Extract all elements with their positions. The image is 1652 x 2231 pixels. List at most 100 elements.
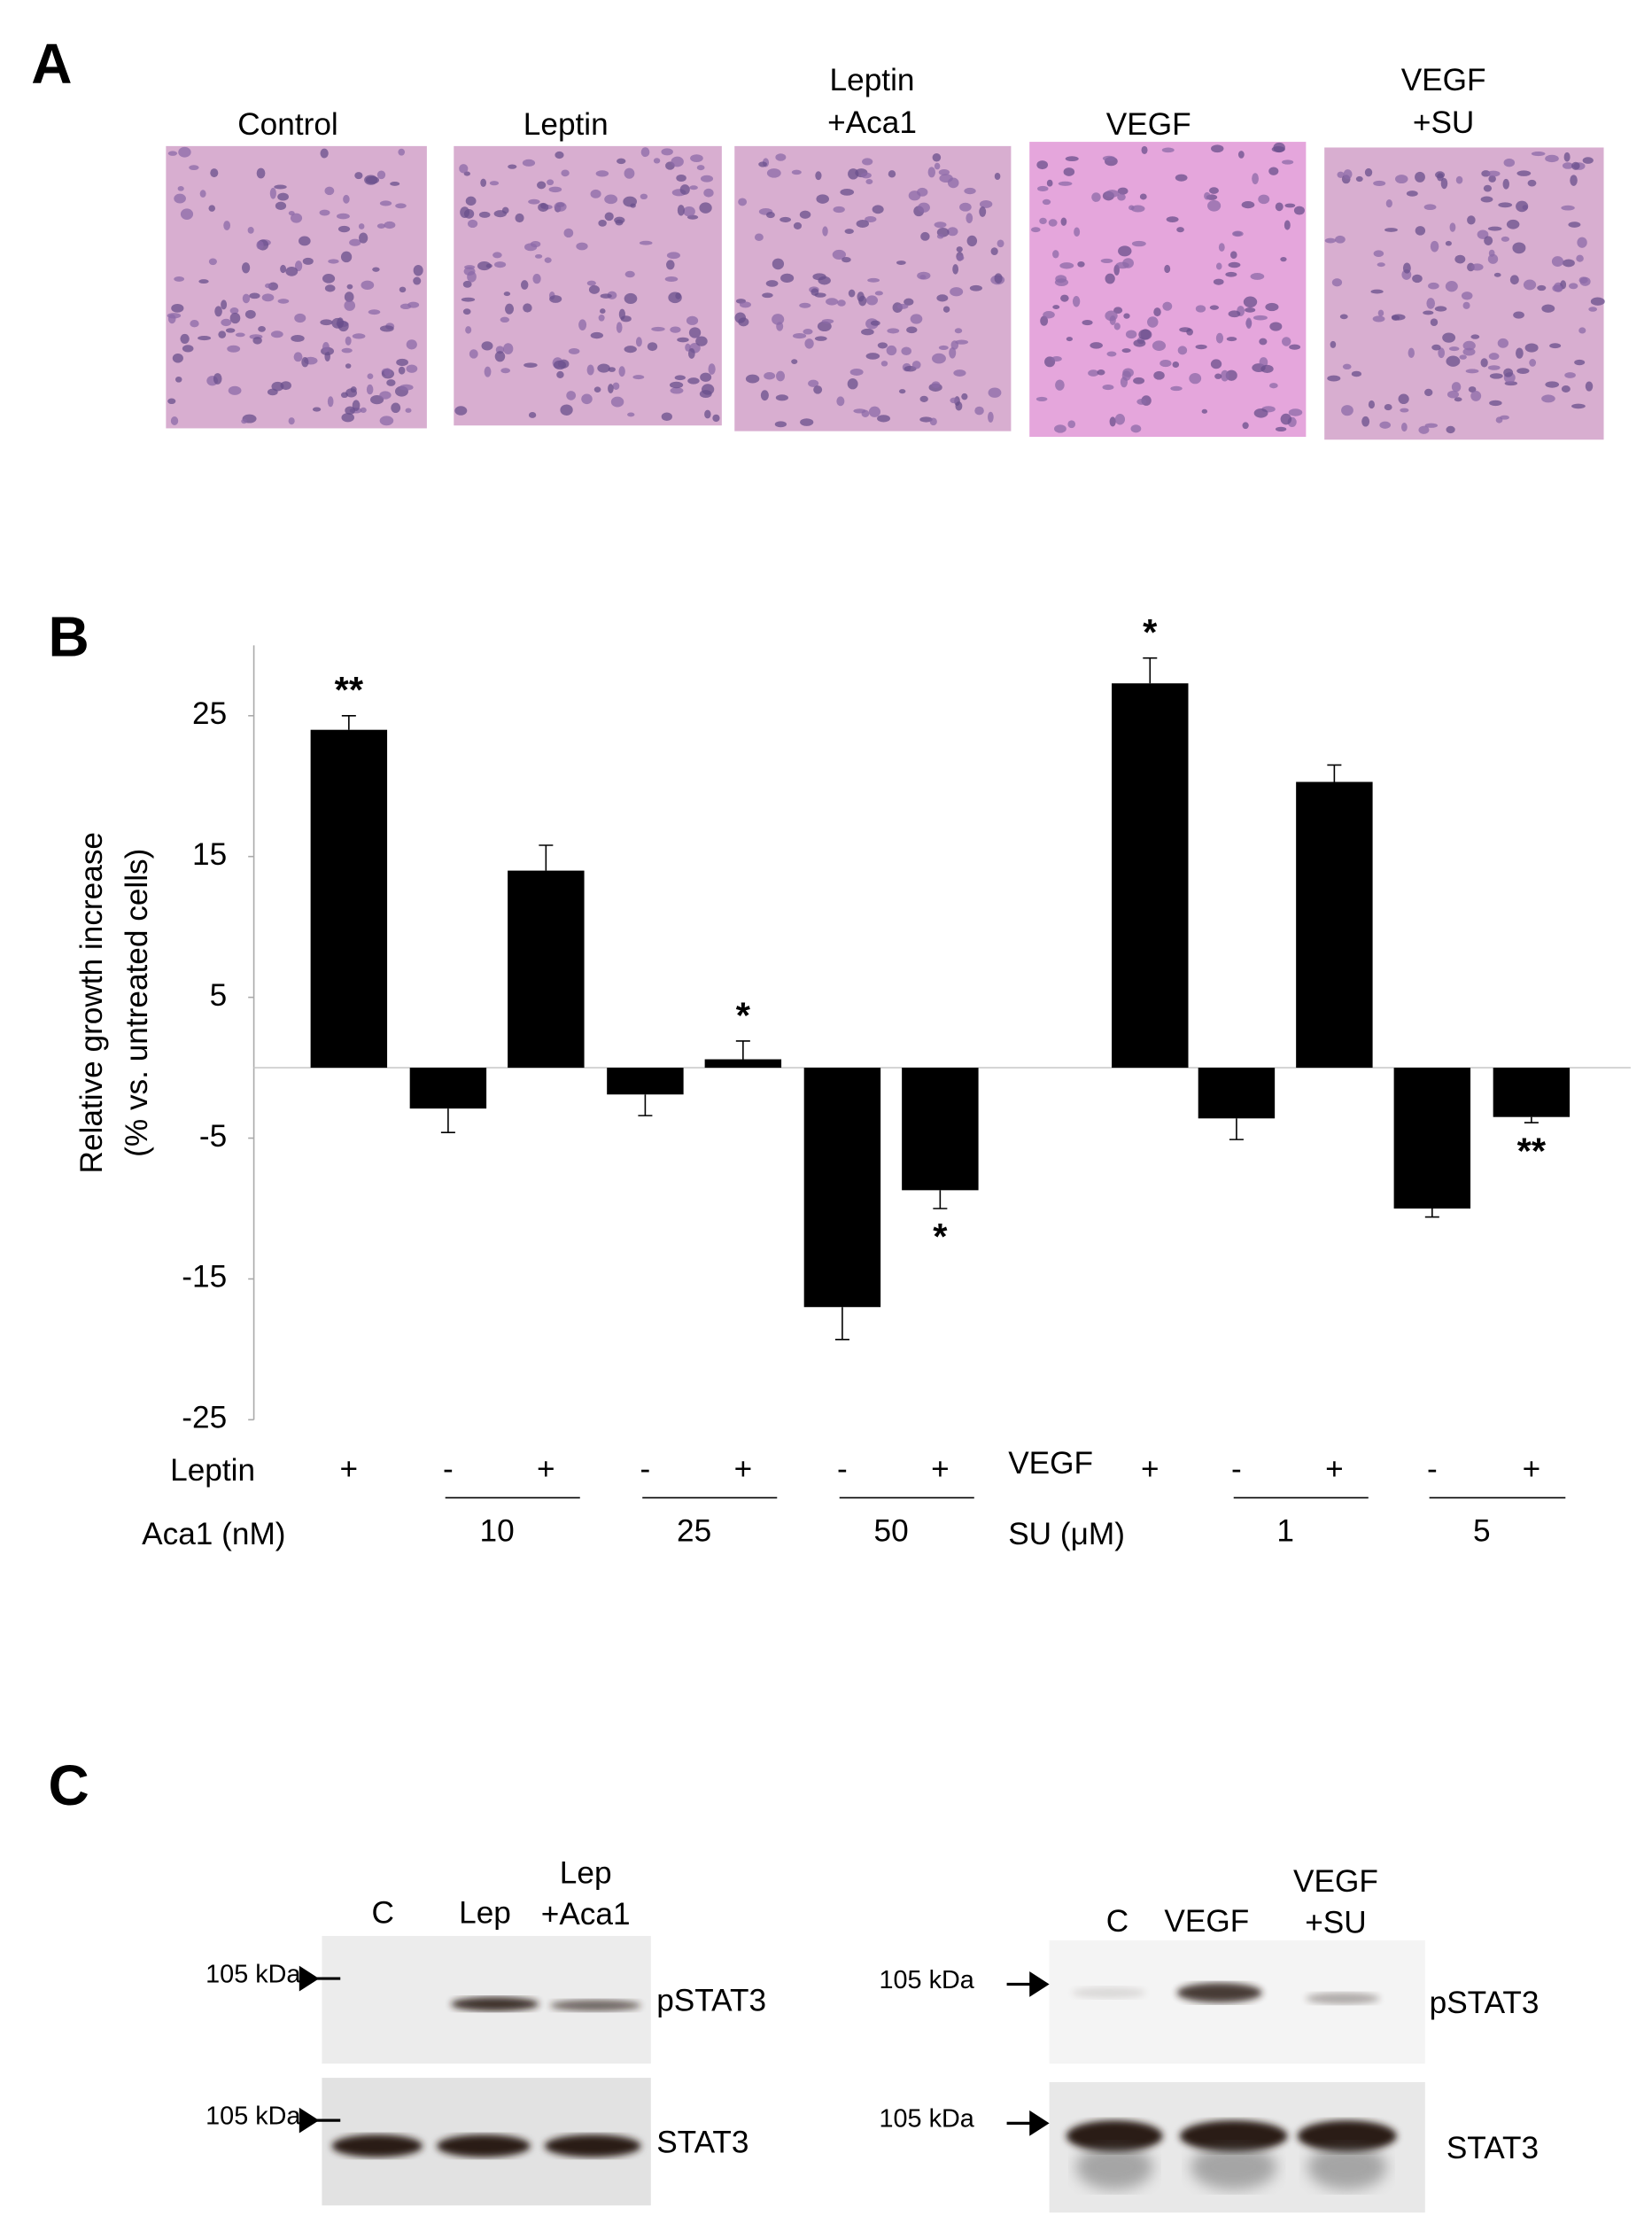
cell	[868, 406, 881, 417]
cell	[1330, 340, 1337, 348]
condition-label: Leptin	[170, 1453, 255, 1488]
condition-sign: -	[640, 1451, 651, 1486]
cell	[630, 203, 636, 208]
cell	[256, 240, 264, 250]
cell	[803, 329, 813, 335]
y-tick-label: -5	[199, 1119, 227, 1154]
cell	[1275, 202, 1284, 212]
cell	[610, 396, 624, 408]
cell	[1462, 340, 1476, 351]
cell	[1412, 274, 1423, 284]
cell	[1541, 394, 1555, 403]
cell	[942, 306, 950, 313]
cell	[1207, 199, 1222, 212]
cell	[1179, 327, 1191, 332]
cell	[1568, 222, 1581, 228]
cell	[391, 402, 401, 414]
cell	[1208, 187, 1219, 194]
cell	[1250, 273, 1265, 280]
cell	[302, 257, 314, 265]
cell	[1241, 201, 1255, 209]
condition-sign: +	[537, 1451, 555, 1486]
y-tick-label: 15	[192, 837, 227, 872]
error-bar	[735, 1040, 750, 1060]
cell	[340, 251, 353, 263]
cell	[277, 299, 290, 304]
cell	[1590, 297, 1605, 306]
cell	[1489, 400, 1502, 407]
cell	[368, 309, 381, 315]
cell	[1090, 342, 1103, 349]
cell	[1268, 167, 1279, 175]
cell	[1577, 237, 1587, 248]
cell	[1284, 203, 1296, 208]
error-bar	[933, 1190, 948, 1209]
cell	[949, 346, 957, 359]
cell	[1230, 251, 1237, 260]
cell	[1406, 190, 1418, 197]
cell	[492, 252, 502, 259]
cell	[528, 198, 540, 205]
cell	[938, 169, 950, 176]
cell	[1275, 426, 1287, 432]
cell	[1253, 315, 1268, 321]
micrograph	[166, 145, 427, 429]
cell	[1106, 351, 1117, 357]
cell	[1281, 337, 1291, 346]
cell	[1293, 206, 1305, 215]
cell	[1139, 193, 1147, 200]
cell	[590, 189, 601, 198]
cell	[241, 262, 251, 274]
cell	[560, 404, 573, 416]
image-caption: VEGF	[1401, 63, 1486, 97]
condition-label: VEGF	[1008, 1446, 1093, 1481]
cell	[291, 334, 305, 342]
cell	[952, 264, 959, 275]
micrograph-background	[734, 145, 1012, 431]
cell	[1455, 175, 1463, 184]
cell	[604, 212, 614, 222]
cell	[588, 284, 601, 294]
cell	[208, 205, 216, 212]
cell	[1531, 152, 1546, 157]
lane-label: +Aca1	[541, 1897, 631, 1932]
cell	[1117, 193, 1126, 201]
cell	[372, 267, 380, 272]
cell	[990, 247, 998, 256]
cell	[624, 346, 637, 354]
cell	[563, 228, 574, 238]
cell	[322, 341, 330, 353]
cell	[1153, 370, 1165, 380]
cell	[776, 370, 786, 382]
cell	[870, 320, 880, 326]
blot-band	[1306, 1993, 1380, 2004]
cell	[337, 225, 351, 233]
cell	[1228, 310, 1241, 318]
image-caption: Leptin	[524, 107, 609, 142]
cell	[1211, 144, 1224, 153]
cell	[954, 328, 963, 334]
lane-label: Lep	[459, 1895, 511, 1930]
cell	[1141, 145, 1148, 154]
cell	[1065, 156, 1079, 162]
cell	[1488, 175, 1496, 183]
cell	[1423, 204, 1437, 211]
cell	[640, 147, 650, 158]
condition-sign: -	[1427, 1451, 1438, 1486]
error-bar	[1229, 1118, 1244, 1140]
cell	[1571, 403, 1586, 409]
marker-label: 105 kDa	[206, 2103, 301, 2131]
blot-smear	[1075, 2144, 1153, 2190]
marker-label: 105 kDa	[206, 1960, 301, 1988]
cell	[934, 222, 947, 229]
cell	[1415, 171, 1425, 183]
cell	[703, 188, 714, 198]
cell	[1398, 393, 1409, 405]
cell	[955, 401, 963, 411]
cell	[1368, 400, 1375, 409]
cell	[1117, 187, 1128, 195]
cell	[766, 168, 781, 178]
cell	[1195, 305, 1206, 313]
cell	[1091, 192, 1101, 202]
